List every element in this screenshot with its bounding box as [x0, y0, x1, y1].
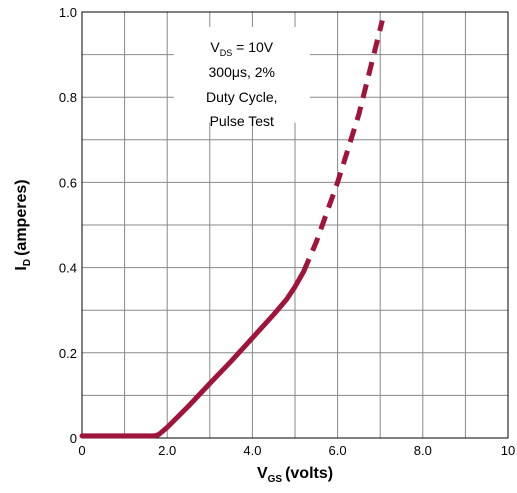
y-tick-label: 0.2	[59, 346, 77, 361]
annotation-background	[173, 26, 310, 123]
x-tick-label: 8.0	[414, 443, 432, 458]
x-tick-label: 10	[501, 443, 515, 458]
x-axis-label: VGS (volts)	[257, 465, 333, 485]
series-line-dashed	[301, 19, 385, 273]
annotation: VDS = 10V 300μs, 2% Duty Cycle, Pulse Te…	[206, 39, 278, 129]
x-tick-label: 0	[78, 443, 85, 458]
y-tick-label: 0	[70, 431, 77, 446]
y-tick-labels: 0 0.2 0.4 0.6 0.8 1.0	[59, 5, 77, 446]
annotation-line-4: Pulse Test	[210, 113, 274, 129]
series-line-solid	[79, 269, 306, 439]
y-tick-label: 0.8	[59, 90, 77, 105]
annotation-line-3: Duty Cycle,	[206, 89, 278, 105]
x-tick-label: 6.0	[329, 443, 347, 458]
y-axis-label: ID(amperes)	[13, 179, 33, 270]
annotation-line-1: VDS = 10V	[210, 39, 273, 58]
x-tick-labels: 0 2.0 4.0 6.0 8.0 10	[78, 443, 515, 458]
y-tick-label: 0.6	[59, 175, 77, 190]
y-tick-label: 1.0	[59, 5, 77, 20]
plot-frame	[81, 11, 509, 439]
annotation-line-2: 300μs, 2%	[209, 64, 275, 80]
series-layer	[79, 19, 385, 439]
x-tick-label: 2.0	[158, 443, 176, 458]
x-tick-label: 4.0	[243, 443, 261, 458]
y-tick-label: 0.4	[59, 261, 77, 276]
